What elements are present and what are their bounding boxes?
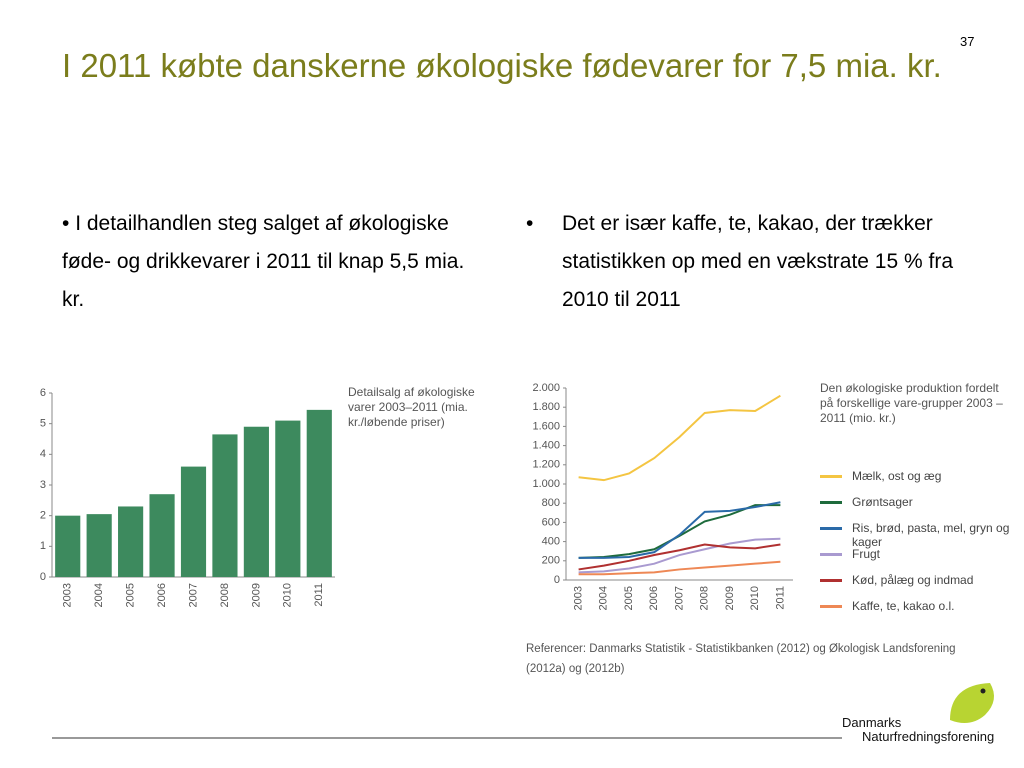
y-tick-label: 2 [40,510,46,522]
x-tick-label: 2008 [699,586,711,610]
x-tick-label: 2011 [313,583,325,607]
x-tick-label: 2011 [774,586,786,610]
legend-swatch [820,501,842,504]
bullet: I detailhandlen steg salget af økologisk… [62,205,492,319]
y-tick-label: 4 [40,448,46,460]
logo-text: Danmarks [842,715,902,730]
y-tick-label: 800 [542,497,560,509]
x-tick-label: 2010 [282,583,294,607]
x-tick-label: 2006 [156,583,168,607]
x-tick-label: 2009 [250,583,262,607]
legend-entry: Grøntsager [820,495,1012,509]
x-tick-label: 2004 [598,586,610,610]
x-tick-label: 2005 [125,583,137,607]
legend-swatch [820,527,842,530]
y-tick-label: 3 [40,479,46,491]
x-tick-label: 2007 [187,583,199,607]
y-tick-label: 1.000 [532,478,560,490]
y-tick-label: 400 [542,536,560,548]
legend-entry: Kød, pålæg og indmad [820,573,1012,587]
y-tick-label: 0 [40,571,46,583]
logo-leaf [950,683,994,724]
bar [55,515,81,577]
legend-entry: Mælk, ost og æg [820,469,1012,483]
slide-title: I 2011 købte danskerne økologiske fødeva… [62,47,942,84]
bar [149,494,175,577]
x-tick-label: 2003 [573,586,585,610]
x-tick-label: 2009 [724,586,736,610]
y-tick-label: 5 [40,418,46,430]
y-tick-label: 6 [40,387,46,399]
x-tick-label: 2006 [648,586,660,610]
y-tick-label: 1.400 [532,440,560,452]
x-tick-label: 2010 [749,586,761,610]
x-tick-label: 2007 [673,586,685,610]
x-tick-label: 2005 [623,586,635,610]
x-tick-label: 2003 [62,583,74,607]
logo-dot [980,688,986,694]
bar [86,514,112,577]
legend-entry: Frugt [820,547,1012,561]
y-tick-label: 1.600 [532,420,560,432]
series-line [578,543,781,571]
bar [243,426,269,577]
series-line [578,537,781,574]
legend-swatch [820,605,842,608]
legend-swatch [820,475,842,478]
y-tick-label: 1.800 [532,401,560,413]
y-tick-label: 1 [40,540,46,552]
y-tick-label: 1.200 [532,459,560,471]
bar [118,506,144,577]
legend-swatch [820,553,842,556]
legend-entry: Kaffe, te, kakao o.l. [820,599,1012,613]
y-tick-label: 200 [542,555,560,567]
logo-text: Naturfredningsforening [862,729,995,744]
bar [180,466,207,577]
bar [275,420,301,577]
bullet: Det er især kaffe, te, kakao, der trække… [526,205,992,319]
y-tick-label: 2.000 [532,382,560,394]
series-line [578,560,781,576]
x-tick-label: 2008 [219,583,231,607]
series-line [578,501,781,559]
bar [212,434,238,577]
x-tick-label: 2004 [93,583,105,607]
y-tick-label: 600 [542,516,560,528]
chart-title: Den økologiske produktion fordelt på for… [820,381,1003,425]
references: Referencer: Danmarks Statistik - Statist… [526,643,956,675]
chart-title: Detailsalg af økologiske varer 2003–2011… [348,385,475,429]
legend-swatch [820,579,842,582]
page-number: 37 [960,34,975,49]
series-line [578,394,781,482]
legend-entry: Ris, brød, pasta, mel, gryn og kager [820,521,1012,549]
bar [306,409,332,577]
y-tick-label: 0 [554,574,560,586]
